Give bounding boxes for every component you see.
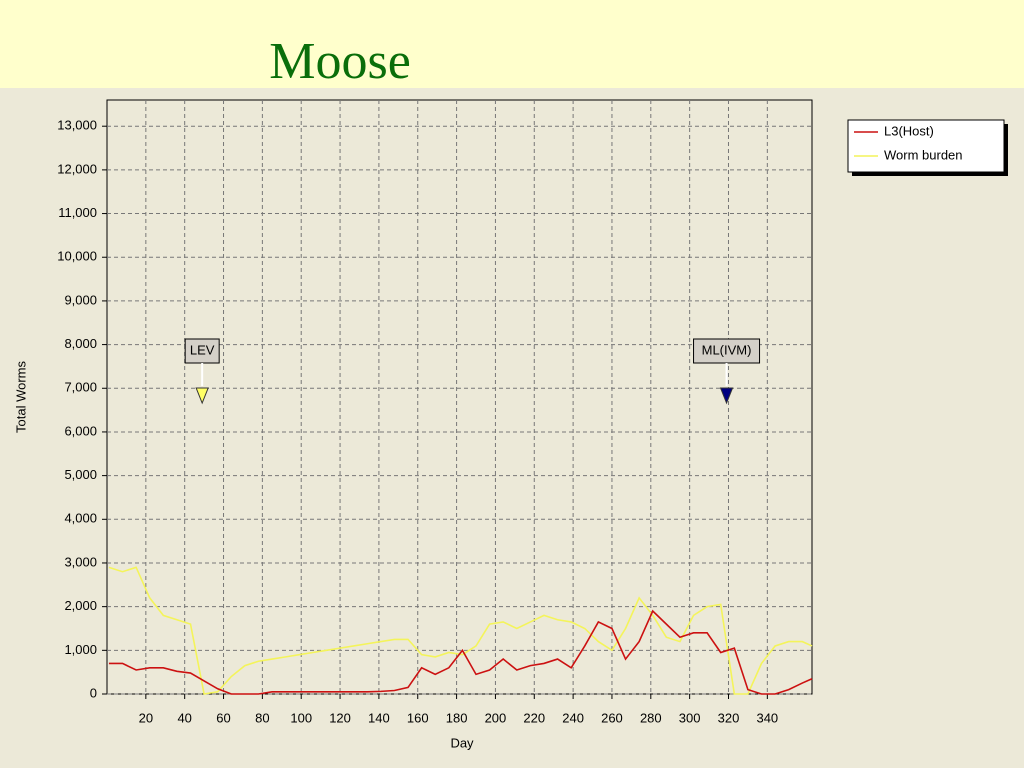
x-tick-label: 260 — [601, 710, 623, 725]
x-tick-label: 160 — [407, 710, 429, 725]
series-line — [108, 566, 813, 695]
legend-label: Worm burden — [884, 147, 963, 162]
x-tick-label: 240 — [562, 710, 584, 725]
y-tick-label: 1,000 — [64, 642, 97, 657]
x-tick-label: 200 — [485, 710, 507, 725]
series-line — [108, 609, 813, 695]
annotation-box — [184, 338, 220, 364]
x-tick-label: 100 — [290, 710, 312, 725]
x-tick-label: 220 — [523, 710, 545, 725]
x-tick-label: 320 — [718, 710, 740, 725]
y-tick-label: 11,000 — [58, 205, 97, 220]
x-tick-label: 340 — [756, 710, 778, 725]
x-tick-label: 280 — [640, 710, 662, 725]
annotation-label: ML(IVM) — [702, 342, 752, 357]
y-tick-label: 5,000 — [64, 467, 97, 482]
x-tick-label: 80 — [255, 710, 269, 725]
chart-title: Moose — [269, 33, 411, 90]
x-tick-label: 60 — [216, 710, 230, 725]
y-tick-label: 8,000 — [64, 336, 97, 351]
annotation-box — [693, 338, 761, 364]
legend-label: L3(Host) — [884, 123, 934, 138]
annotation-marker — [719, 387, 734, 405]
x-tick-label: 20 — [139, 710, 153, 725]
y-axis-label: Total Worms — [13, 361, 28, 433]
x-tick-label: 140 — [368, 710, 390, 725]
y-tick-label: 3,000 — [64, 554, 97, 569]
plot-area — [106, 99, 813, 695]
y-tick-label: 2,000 — [64, 598, 97, 613]
x-tick-label: 300 — [679, 710, 701, 725]
y-tick-label: 9,000 — [64, 292, 97, 307]
x-tick-label: 180 — [446, 710, 468, 725]
x-axis-label: Day — [450, 735, 474, 750]
x-tick-label: 120 — [329, 710, 351, 725]
y-tick-label: 7,000 — [64, 380, 97, 395]
x-tick-label: 40 — [177, 710, 191, 725]
legend — [847, 119, 1005, 173]
y-tick-label: 12,000 — [57, 161, 97, 176]
annotation-label: LEV — [190, 342, 215, 357]
y-tick-label: 4,000 — [64, 511, 97, 526]
y-tick-label: 0 — [90, 685, 97, 700]
y-tick-label: 6,000 — [64, 423, 97, 438]
y-tick-label: 13,000 — [57, 118, 97, 133]
y-tick-label: 10,000 — [57, 249, 97, 264]
annotation-marker — [195, 387, 209, 405]
